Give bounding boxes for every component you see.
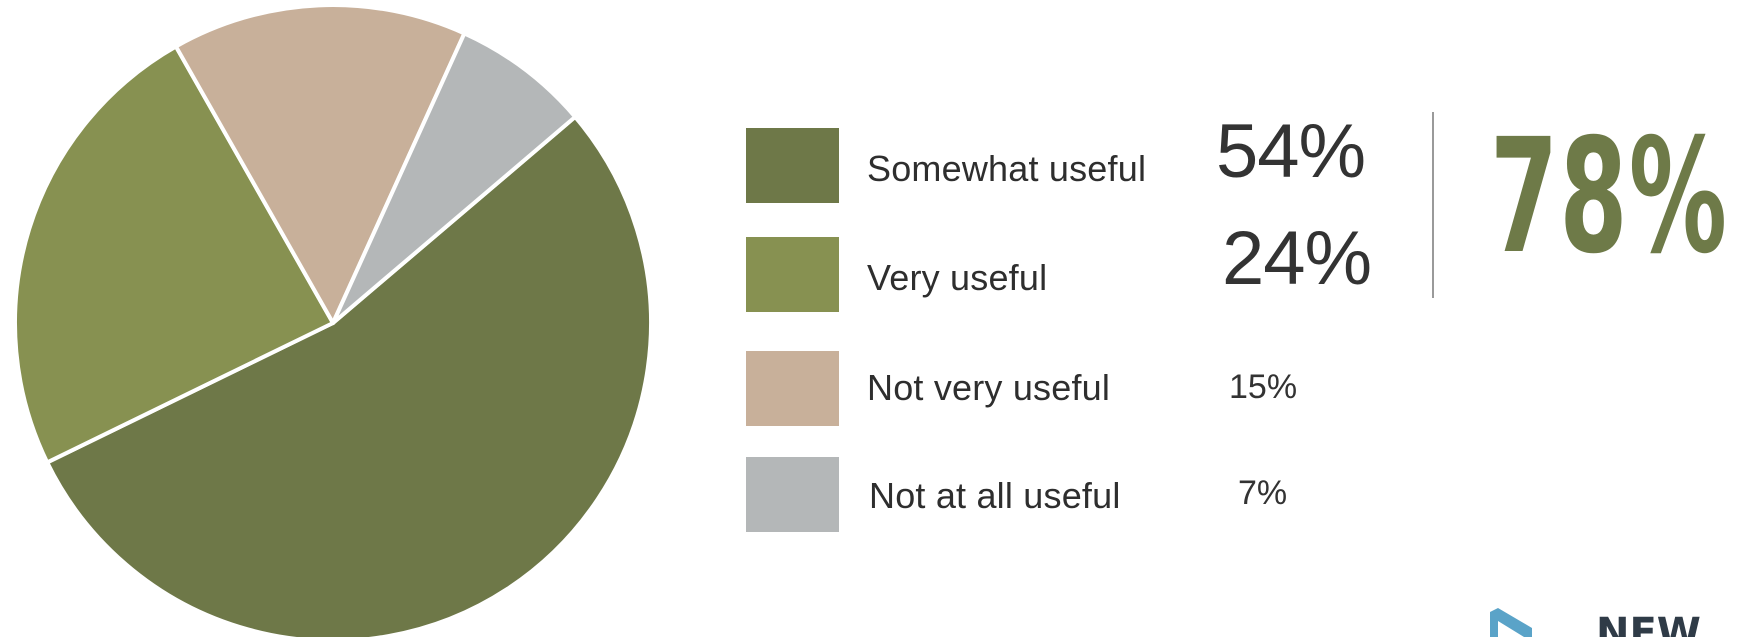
legend-label-somewhat-useful: Somewhat useful: [867, 148, 1147, 189]
combined-useful-value: 78%: [1490, 105, 1729, 289]
logo-arrow-icon: [1490, 608, 1532, 637]
legend-swatch-not-very-useful: [746, 351, 839, 426]
legend-label-very-useful: Very useful: [867, 257, 1048, 298]
legend-swatch-very-useful: [746, 237, 839, 312]
legend-swatch-not-at-all-useful: [746, 457, 839, 532]
pie-chart: [13, 3, 653, 637]
brand-logo: NEW: [1490, 608, 1701, 637]
value-not-at-all-useful: 7%: [1238, 474, 1288, 512]
value-somewhat-useful: 54%: [1216, 109, 1366, 194]
pie-slice-very-useful: [13, 44, 335, 465]
value-very-useful: 24%: [1222, 216, 1372, 301]
logo-text: NEW: [1596, 610, 1701, 637]
legend-label-not-at-all-useful: Not at all useful: [869, 475, 1121, 516]
pie-slice-somewhat-useful: [45, 114, 653, 637]
legend-label-not-very-useful: Not very useful: [867, 367, 1111, 408]
pie-slice-not-at-all-useful: [331, 31, 578, 325]
divider: [1432, 112, 1434, 298]
pie-slice-not-very-useful: [173, 3, 467, 325]
legend-swatch-somewhat-useful: [746, 128, 839, 203]
value-not-very-useful: 15%: [1229, 368, 1298, 406]
